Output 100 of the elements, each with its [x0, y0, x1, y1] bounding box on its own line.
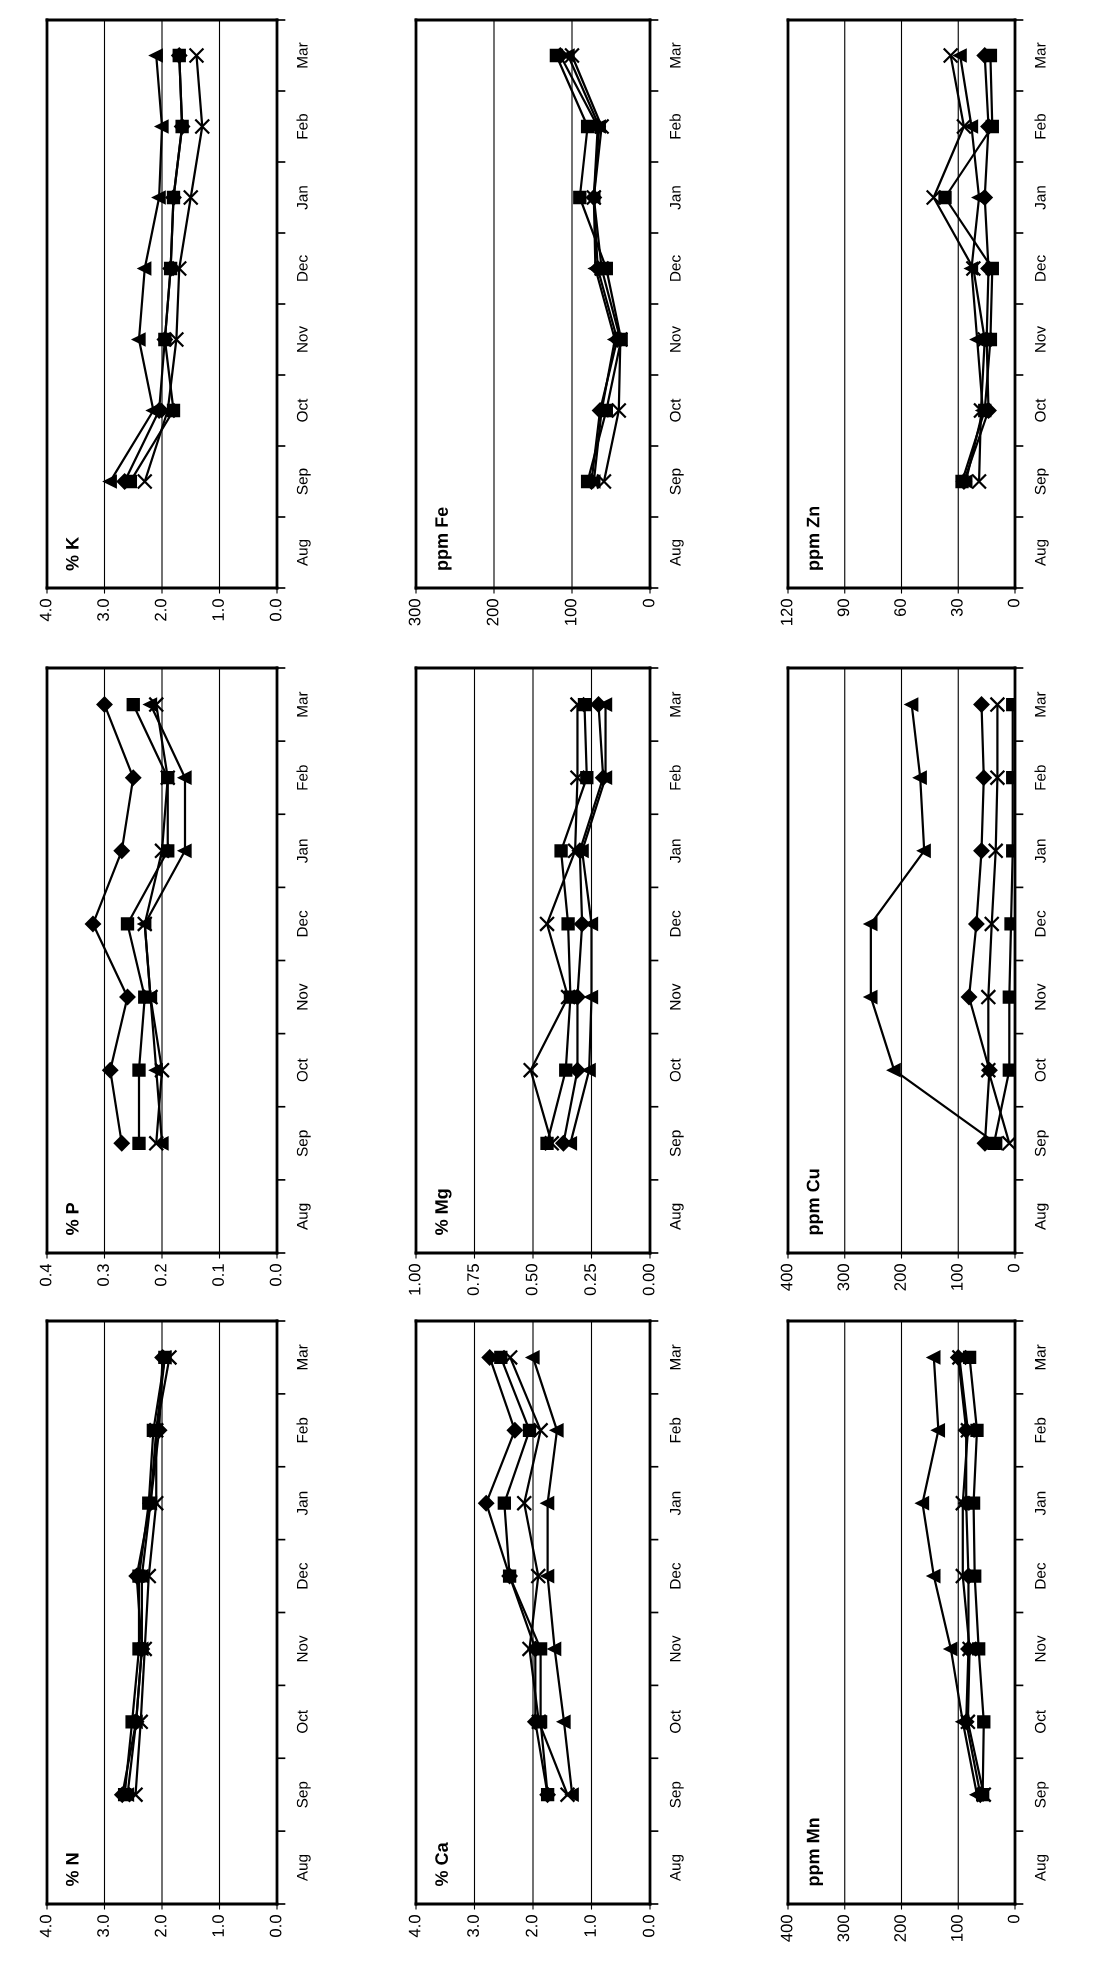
y-tick-label: Feb — [1034, 1417, 1046, 1443]
x-tick-label: 1.00 — [408, 1264, 421, 1295]
y-tick-label: Dec — [1035, 1562, 1046, 1589]
y-tick-label: Jan — [297, 839, 308, 863]
text: % Mg — [435, 1189, 452, 1235]
y-tick-label: Oct — [1034, 1058, 1046, 1082]
x-tick-label: 0.00 — [642, 1264, 655, 1296]
y-tick-label: Nov — [1035, 325, 1046, 352]
x-tick-label: 2.0 — [154, 599, 167, 621]
x-tick-label: 400 — [780, 1915, 793, 1942]
y-tick-label: Sep — [296, 1130, 311, 1157]
y-tick-label: Aug — [297, 539, 311, 567]
x-tick-label: 60 — [894, 599, 906, 617]
y-tick-label: Nov — [297, 325, 308, 352]
x-tick-label: 0.75 — [467, 1264, 479, 1296]
x-tick-label: 3.0 — [467, 1915, 479, 1937]
x-tick-label: 300 — [837, 1915, 850, 1942]
y-tick-label: Oct — [1034, 1710, 1046, 1733]
y-tick-label: Feb — [669, 1417, 681, 1443]
text: ppm Fe — [435, 507, 452, 570]
x-tick-label: 2.0 — [154, 1915, 167, 1937]
y-tick-label: Aug — [670, 539, 684, 567]
y-tick-label: Dec — [1035, 255, 1046, 281]
y-tick-label: Sep — [669, 468, 684, 495]
y-tick-label: Dec — [1035, 910, 1046, 937]
text: % K — [65, 537, 79, 571]
y-tick-label: Mar — [297, 1344, 308, 1370]
x-tick-label: 4.0 — [39, 599, 52, 622]
y-tick-label: Sep — [1034, 468, 1049, 495]
y-tick-label: Feb — [296, 113, 308, 139]
x-tick-label: 3.0 — [97, 599, 109, 621]
y-tick-label: Mar — [1035, 42, 1046, 68]
text: % N — [65, 1853, 79, 1887]
y-tick-label: Oct — [669, 1058, 681, 1082]
x-tick-label: 200 — [486, 599, 499, 626]
y-tick-label: Feb — [296, 765, 308, 790]
y-tick-label: Oct — [669, 398, 681, 422]
x-tick-label: 100 — [950, 1915, 963, 1941]
x-tick-label: 120 — [780, 599, 793, 625]
x-tick-label: 0.0 — [269, 1915, 282, 1937]
y-tick-label: Dec — [670, 255, 681, 281]
y-tick-label: Sep — [1034, 1130, 1049, 1157]
y-tick-label: Mar — [1035, 1344, 1046, 1370]
y-tick-label: Jan — [1035, 186, 1046, 210]
x-tick-label: 0.4 — [39, 1263, 52, 1286]
y-tick-label: Mar — [670, 691, 681, 717]
x-tick-label: 0.0 — [269, 1264, 282, 1286]
x-tick-label: 1.0 — [584, 1915, 596, 1937]
text: % Ca — [435, 1842, 448, 1887]
y-tick-label: Nov — [1035, 983, 1046, 1010]
y-tick-label: Aug — [670, 1203, 684, 1230]
y-tick-label: Nov — [670, 983, 681, 1010]
y-tick-label: Dec — [670, 910, 681, 937]
x-tick-label: 0.2 — [154, 1264, 167, 1286]
x-tick-label: 2.0 — [525, 1915, 538, 1937]
y-tick-label: Nov — [297, 983, 308, 1010]
y-tick-label: Sep — [296, 1781, 311, 1808]
y-tick-label: Mar — [1035, 691, 1046, 717]
y-tick-label: Nov — [670, 1635, 681, 1662]
y-tick-label: Sep — [1034, 1781, 1049, 1808]
x-tick-label: 0.50 — [525, 1264, 538, 1296]
x-tick-label: 1.0 — [212, 599, 224, 621]
y-tick-label: Feb — [296, 1417, 308, 1443]
y-tick-label: Oct — [296, 1058, 308, 1082]
x-tick-label: 0.3 — [97, 1264, 109, 1286]
y-tick-label: Dec — [670, 1562, 681, 1589]
y-tick-label: Sep — [669, 1130, 684, 1157]
y-tick-label: Nov — [1035, 1635, 1046, 1662]
y-tick-label: Oct — [669, 1710, 681, 1733]
text: ppm Zn — [806, 506, 823, 570]
text: % P — [65, 1202, 79, 1235]
y-tick-label: Oct — [296, 1710, 308, 1733]
y-tick-label: Aug — [670, 1854, 684, 1882]
y-tick-label: Jan — [670, 186, 681, 210]
text: ppm Mn — [806, 1818, 823, 1886]
y-tick-label: Mar — [297, 691, 308, 717]
y-tick-label: Mar — [670, 1344, 681, 1370]
y-tick-label: Oct — [1034, 398, 1046, 422]
y-tick-label: Feb — [1034, 765, 1046, 790]
y-tick-label: Dec — [297, 910, 308, 937]
y-tick-label: Aug — [1035, 539, 1049, 567]
text: ppm Cu — [806, 1169, 823, 1235]
y-tick-label: Jan — [1035, 839, 1046, 863]
y-tick-label: Jan — [670, 1491, 681, 1516]
y-tick-label: Jan — [1035, 1491, 1046, 1516]
x-tick-label: 0.25 — [584, 1264, 596, 1296]
x-tick-label: 1.0 — [212, 1915, 224, 1937]
x-tick-label: 4.0 — [408, 1915, 421, 1938]
x-tick-label: 100 — [564, 599, 577, 625]
y-tick-label: Oct — [296, 398, 308, 422]
y-tick-label: Feb — [669, 765, 681, 790]
y-tick-label: Feb — [1034, 113, 1046, 139]
x-tick-label: 300 — [408, 599, 421, 626]
y-tick-label: Aug — [297, 1854, 311, 1882]
x-tick-label: 200 — [894, 1264, 906, 1291]
x-tick-label: 90 — [837, 599, 850, 617]
y-tick-label: Aug — [1035, 1854, 1049, 1882]
x-tick-label: 0 — [1007, 1915, 1020, 1924]
y-tick-label: Aug — [1035, 1203, 1049, 1230]
y-tick-label: Nov — [297, 1635, 308, 1662]
